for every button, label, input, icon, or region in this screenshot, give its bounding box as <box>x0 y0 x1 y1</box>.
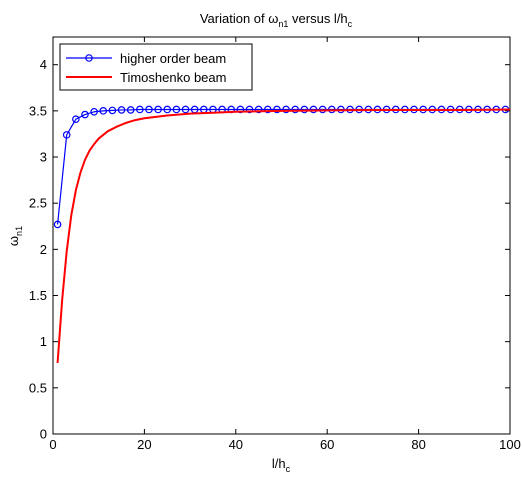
data-point <box>62 131 71 139</box>
y-tick-label: 2 <box>40 242 47 257</box>
y-tick-label: 0.5 <box>29 380 47 395</box>
y-tick-label: 1 <box>40 334 47 349</box>
data-point <box>108 106 117 115</box>
data-point <box>172 105 181 114</box>
data-point <box>99 107 108 115</box>
y-tick-label: 2.5 <box>29 196 47 211</box>
data-point <box>245 105 254 114</box>
data-point <box>181 105 190 114</box>
data-point <box>145 105 153 114</box>
plot-area <box>52 36 511 435</box>
data-point <box>163 105 172 114</box>
data-point <box>254 105 263 114</box>
x-tick-label: 80 <box>411 437 425 452</box>
data-point <box>154 105 162 114</box>
x-axis-label: l/hc <box>272 456 291 474</box>
y-tick-label: 1.5 <box>29 288 47 303</box>
x-tick-label: 20 <box>137 437 151 452</box>
y-axis-label: ωn1 <box>6 226 24 246</box>
y-tick-label: 0 <box>40 427 47 442</box>
y-tick-label: 3 <box>40 150 47 165</box>
x-tick-label: 40 <box>229 437 243 452</box>
legend-label-timoshenko: Timoshenko beam <box>120 70 226 85</box>
data-point <box>53 220 62 229</box>
data-point <box>81 110 89 119</box>
series-layer <box>53 105 511 363</box>
data-point <box>291 105 300 114</box>
data-point <box>126 106 135 114</box>
chart-title: Variation of ωn1 versus l/hc <box>200 11 353 29</box>
data-point <box>72 115 80 123</box>
legend-label-higher-order: higher order beam <box>120 51 226 66</box>
legend-marker-higher-order <box>85 54 93 62</box>
y-tick-label: 3.5 <box>29 103 47 118</box>
y-tick-label: 4 <box>40 57 47 72</box>
data-point <box>282 105 290 114</box>
legend: higher order beam Timoshenko beam <box>59 43 253 91</box>
series-line-1 <box>56 108 511 363</box>
x-tick-label: 0 <box>49 437 56 452</box>
data-point <box>263 105 272 114</box>
x-tick-label: 100 <box>499 437 521 452</box>
x-tick-label: 60 <box>320 437 334 452</box>
data-point <box>136 105 144 114</box>
data-point <box>90 107 98 116</box>
data-point <box>117 106 126 114</box>
data-point <box>309 105 318 114</box>
data-point <box>300 105 309 114</box>
data-point <box>273 105 281 114</box>
axis-ticks: 0 20 40 60 80 100 0 0.5 1 1.5 2 2.5 3 3.5 4 <box>29 37 521 452</box>
legend-box <box>59 43 253 91</box>
